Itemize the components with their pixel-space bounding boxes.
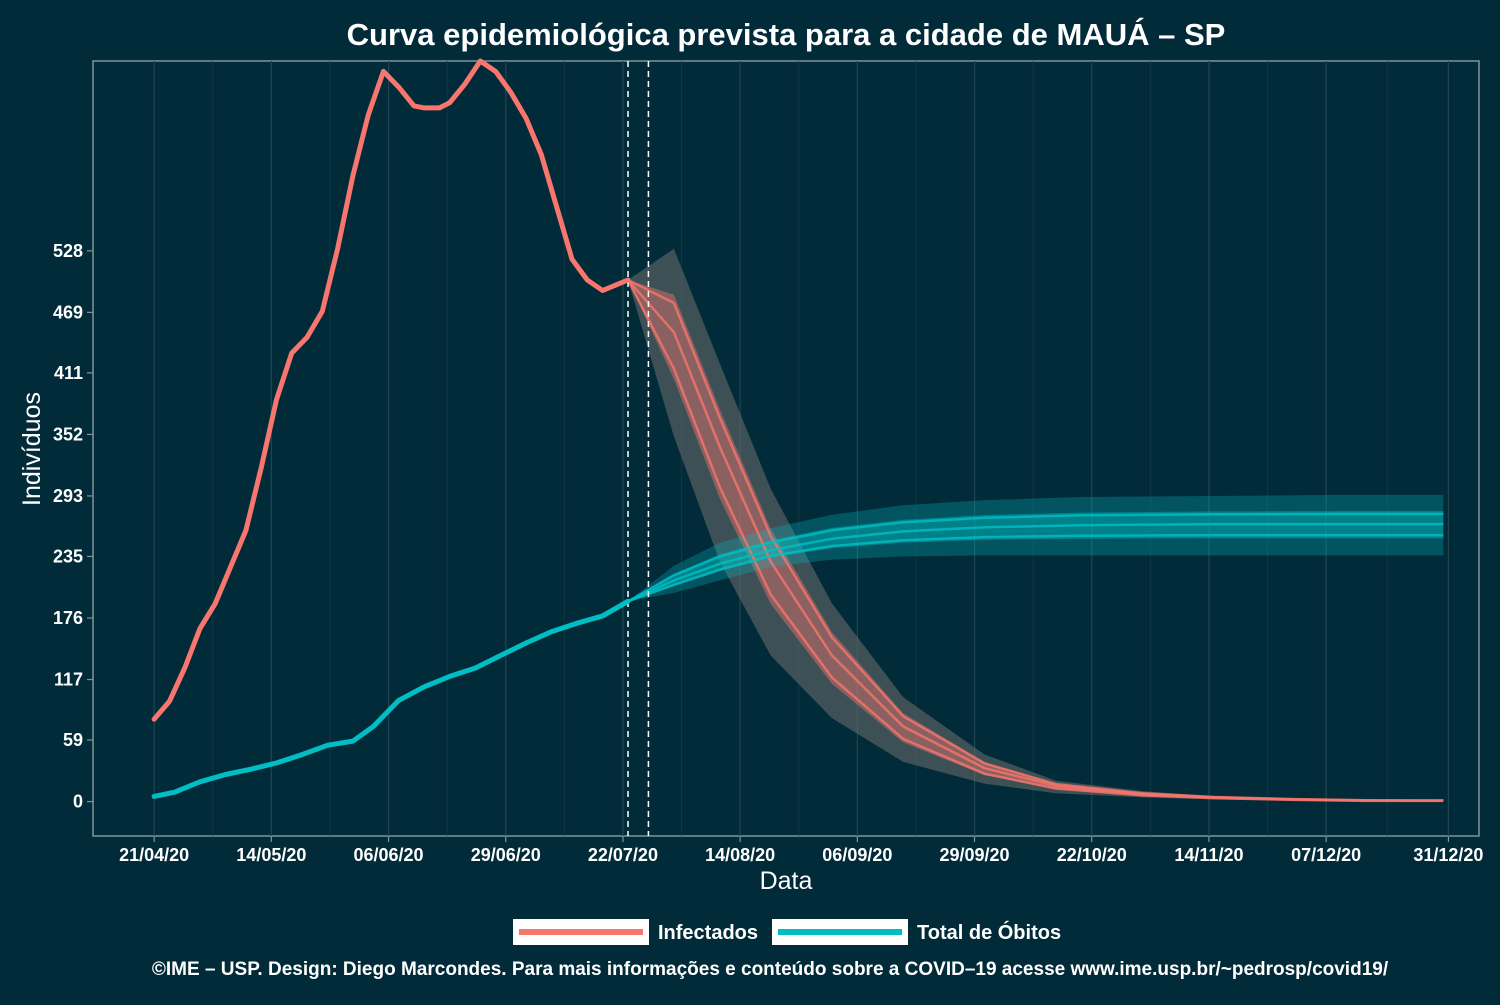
legend-label-obitos: Total de Óbitos — [917, 920, 1061, 944]
forecast-line-infectados — [627, 278, 1444, 802]
grid-lines — [153, 61, 1450, 836]
x-tick-label: 29/06/20 — [471, 845, 541, 865]
x-tick-label: 06/06/20 — [354, 845, 424, 865]
x-tick-label: 06/09/20 — [822, 845, 892, 865]
x-tick-label: 14/05/20 — [236, 845, 306, 865]
forecast-markers — [627, 61, 650, 836]
x-tick-label: 22/07/20 — [588, 845, 658, 865]
observed-series — [151, 58, 631, 799]
y-axis-ticks: 0 59 117 176 235 293 352 411 469 528 — [53, 241, 93, 812]
forecast-simulations — [626, 278, 1444, 803]
y-tick-label: 528 — [53, 241, 83, 261]
forecast-band-infectados — [628, 248, 1444, 802]
series-line-obitos — [151, 598, 631, 799]
forecast-core-infectados — [628, 280, 1444, 801]
forecast-line-obitos — [627, 522, 1444, 603]
x-axis-label: Data — [760, 867, 813, 895]
plot-panel — [92, 58, 1480, 837]
legend-item-obitos: Total de Óbitos — [772, 919, 1061, 945]
y-tick-label: 117 — [54, 670, 83, 690]
x-tick-label: 14/08/20 — [705, 845, 775, 865]
forecast-bands — [628, 248, 1444, 802]
plot-border — [92, 60, 1480, 837]
x-tick-label: 29/09/20 — [939, 845, 1009, 865]
x-tick-label: 21/04/20 — [119, 845, 189, 865]
x-axis-ticks: 21/04/20 14/05/20 06/06/20 29/06/20 22/07/20… — [119, 836, 1483, 865]
forecast-core-obitos — [628, 511, 1444, 602]
legend-label-infectados: Infectados — [658, 922, 758, 944]
forecast-line-obitos — [627, 512, 1444, 603]
y-tick-label: 59 — [63, 730, 83, 750]
y-tick-label: 293 — [53, 486, 83, 506]
x-tick-label: 14/11/20 — [1174, 845, 1243, 865]
forecast-band-obitos — [628, 494, 1444, 602]
y-tick-label: 469 — [53, 302, 83, 322]
series-line-infectados — [151, 58, 631, 722]
x-tick-label: 22/10/20 — [1057, 845, 1127, 865]
chart-title: Curva epidemiológica prevista para a cid… — [347, 17, 1226, 52]
x-tick-label: 31/12/20 — [1413, 845, 1483, 865]
y-tick-label: 235 — [53, 546, 83, 566]
legend-item-infectados: Infectados — [513, 919, 758, 945]
y-tick-label: 0 — [73, 792, 83, 812]
forecast-line-obitos — [627, 533, 1444, 603]
chart-caption: ©IME – USP. Design: Diego Marcondes. Par… — [152, 959, 1389, 980]
y-tick-label: 352 — [53, 424, 83, 444]
x-tick-label: 07/12/20 — [1291, 845, 1361, 865]
y-tick-label: 411 — [54, 363, 83, 383]
y-axis-label: Indivíduos — [18, 392, 46, 506]
y-tick-label: 176 — [53, 608, 83, 628]
legend: Infectados Total de Óbitos — [513, 919, 1061, 945]
